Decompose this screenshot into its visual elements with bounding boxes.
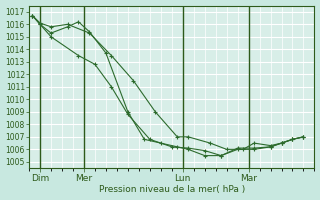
X-axis label: Pression niveau de la mer( hPa ): Pression niveau de la mer( hPa )	[99, 185, 245, 194]
